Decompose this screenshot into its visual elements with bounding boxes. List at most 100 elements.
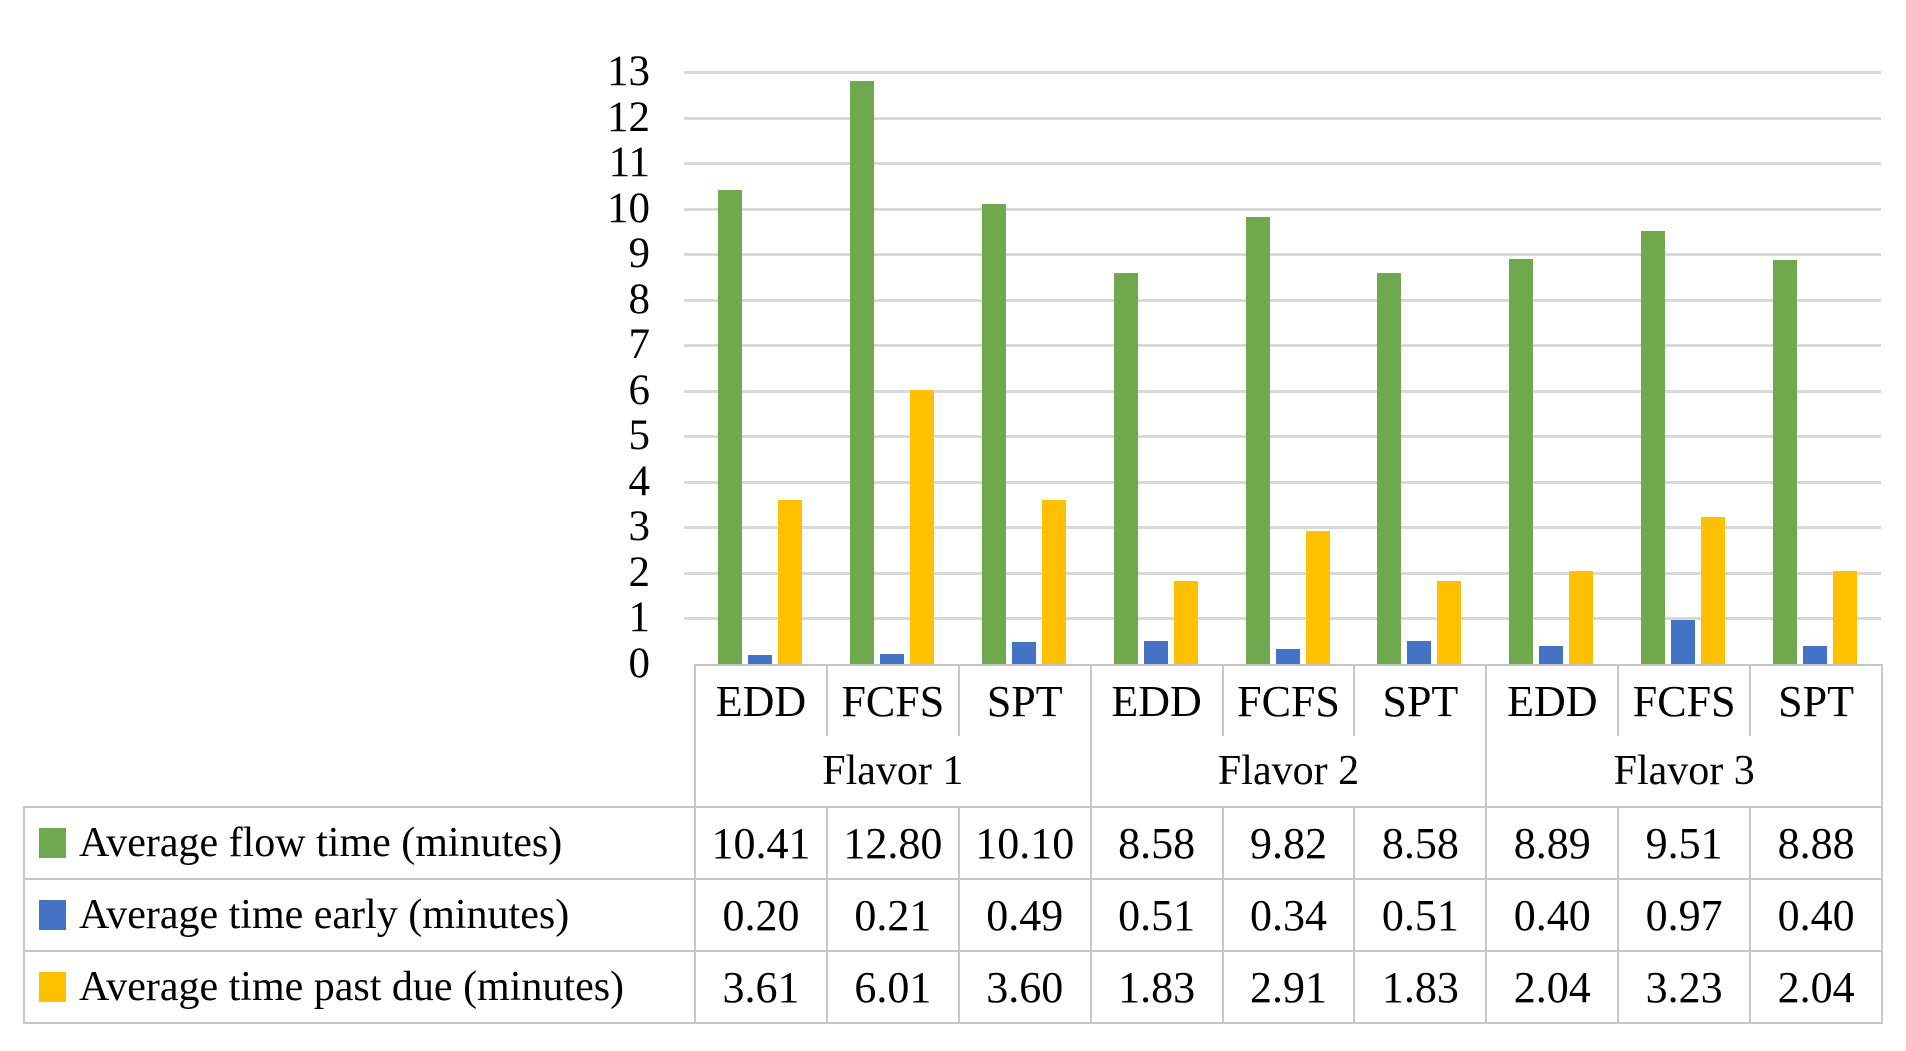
bar-pastdue-5 <box>1437 580 1462 664</box>
y-axis-tick-label-10: 10 <box>607 184 650 232</box>
value-early-edd-f3: 0.40 <box>1485 878 1620 952</box>
value-flow-spt-f1: 10.10 <box>957 806 1092 880</box>
y-axis-tick-label-5: 5 <box>628 412 651 460</box>
category-label-edd-f3: EDD <box>1485 664 1620 736</box>
bar-flow-2 <box>981 204 1006 664</box>
bar-early-5 <box>1407 640 1432 664</box>
group-label-flavor-1: Flavor 1 <box>694 736 1092 808</box>
bar-early-3 <box>1143 640 1168 664</box>
y-axis-tick-label-12: 12 <box>607 93 650 141</box>
bar-flow-1 <box>849 81 874 664</box>
table-row-flow-time: Average flow time (minutes) 10.41 12.80 … <box>23 806 1884 880</box>
gridline-5 <box>684 435 1881 439</box>
bar-early-8 <box>1803 645 1828 664</box>
value-early-edd-f1: 0.20 <box>694 878 828 952</box>
value-pastdue-fcfs-f3: 3.23 <box>1617 950 1752 1024</box>
table-corner-blank <box>24 736 695 807</box>
plot-area <box>684 71 1881 664</box>
value-flow-spt-f3: 8.88 <box>1749 806 1884 880</box>
value-early-fcfs-f1: 0.21 <box>825 878 960 952</box>
y-axis-tick-label-11: 11 <box>608 139 650 187</box>
bar-pastdue-8 <box>1833 571 1858 664</box>
bar-pastdue-1 <box>909 390 934 664</box>
category-label-fcfs-f1: FCFS <box>825 664 960 736</box>
category-label-spt-f3: SPT <box>1749 664 1884 736</box>
legend-cell-past-due: Average time past due (minutes) <box>23 950 696 1024</box>
bar-flow-3 <box>1113 273 1138 664</box>
bar-flow-8 <box>1773 259 1798 664</box>
value-early-spt-f1: 0.49 <box>957 878 1092 952</box>
bar-early-4 <box>1275 648 1300 664</box>
bar-early-0 <box>747 654 772 664</box>
y-axis-tick-label-9: 9 <box>628 230 651 278</box>
y-axis-tick-label-13: 13 <box>607 48 650 95</box>
series-label-time-early: Average time early (minutes) <box>79 892 570 938</box>
gridline-11 <box>684 162 1881 166</box>
value-pastdue-spt-f2: 1.83 <box>1353 950 1488 1024</box>
category-label-fcfs-f3: FCFS <box>1617 664 1752 736</box>
value-pastdue-edd-f1: 3.61 <box>694 950 828 1024</box>
value-flow-spt-f2: 8.58 <box>1353 806 1488 880</box>
group-label-flavor-2: Flavor 2 <box>1089 736 1488 808</box>
value-early-fcfs-f3: 0.97 <box>1617 878 1752 952</box>
table-row-time-early: Average time early (minutes) 0.20 0.21 0… <box>23 878 1884 952</box>
time-early-legend-key-icon <box>39 900 66 930</box>
y-axis-tick-label-4: 4 <box>628 457 651 505</box>
bar-flow-0 <box>717 189 742 664</box>
flow-time-legend-key-icon <box>39 828 66 858</box>
value-pastdue-fcfs-f2: 2.91 <box>1221 950 1356 1024</box>
gridline-2 <box>684 571 1881 575</box>
category-label-edd-f2: EDD <box>1089 664 1224 736</box>
y-axis-tick-label-3: 3 <box>628 503 651 551</box>
value-pastdue-spt-f3: 2.04 <box>1749 950 1884 1024</box>
value-flow-edd-f3: 8.89 <box>1485 806 1620 880</box>
value-early-spt-f3: 0.40 <box>1749 878 1884 952</box>
group-label-flavor-3: Flavor 3 <box>1485 736 1884 808</box>
bar-flow-7 <box>1641 230 1666 664</box>
value-early-spt-f2: 0.51 <box>1353 878 1488 952</box>
bar-early-1 <box>879 654 904 664</box>
y-axis-tick-label-7: 7 <box>628 321 651 369</box>
bar-flow-5 <box>1377 273 1402 664</box>
table-corner-blank <box>24 665 695 736</box>
bar-pastdue-7 <box>1701 516 1726 664</box>
past-due-legend-key-icon <box>39 972 66 1002</box>
y-axis-tick-label-1: 1 <box>628 594 651 642</box>
gridline-13 <box>684 71 1881 74</box>
bar-early-7 <box>1671 619 1696 664</box>
value-early-edd-f2: 0.51 <box>1089 878 1224 952</box>
bar-pastdue-2 <box>1041 500 1066 664</box>
bar-early-6 <box>1539 645 1564 664</box>
y-axis-tick-label-0: 0 <box>628 640 651 687</box>
gridline-1 <box>684 617 1881 621</box>
chart-data-table: EDD FCFS SPT EDD FCFS SPT EDD FCFS SPT F… <box>23 664 1884 1024</box>
bar-pastdue-6 <box>1569 571 1594 664</box>
value-pastdue-edd-f2: 1.83 <box>1089 950 1224 1024</box>
value-flow-fcfs-f2: 9.82 <box>1221 806 1356 880</box>
gridline-6 <box>684 389 1881 393</box>
bar-flow-6 <box>1509 259 1534 664</box>
category-label-fcfs-f2: FCFS <box>1221 664 1356 736</box>
series-label-flow-time: Average flow time (minutes) <box>79 820 563 866</box>
value-pastdue-fcfs-f1: 6.01 <box>825 950 960 1024</box>
bar-flow-4 <box>1245 216 1270 664</box>
legend-cell-flow-time: Average flow time (minutes) <box>23 806 696 880</box>
gridline-9 <box>684 253 1881 257</box>
value-early-fcfs-f2: 0.34 <box>1221 878 1356 952</box>
gridline-3 <box>684 526 1881 530</box>
legend-cell-time-early: Average time early (minutes) <box>23 878 696 952</box>
y-axis-tick-label-2: 2 <box>628 548 651 596</box>
category-label-edd-f1: EDD <box>694 664 828 736</box>
gridline-4 <box>684 480 1881 484</box>
gridline-10 <box>684 207 1881 211</box>
value-flow-edd-f2: 8.58 <box>1089 806 1224 880</box>
y-axis-tick-label-8: 8 <box>628 275 651 323</box>
category-label-spt-f2: SPT <box>1353 664 1488 736</box>
bar-pastdue-0 <box>777 499 802 664</box>
value-pastdue-edd-f3: 2.04 <box>1485 950 1620 1024</box>
group-axis-row: Flavor 1 Flavor 2 Flavor 3 <box>24 736 1884 808</box>
category-axis-row: EDD FCFS SPT EDD FCFS SPT EDD FCFS SPT <box>24 664 1884 736</box>
y-axis-tick-label-6: 6 <box>628 366 651 414</box>
series-label-past-due: Average time past due (minutes) <box>79 964 625 1010</box>
